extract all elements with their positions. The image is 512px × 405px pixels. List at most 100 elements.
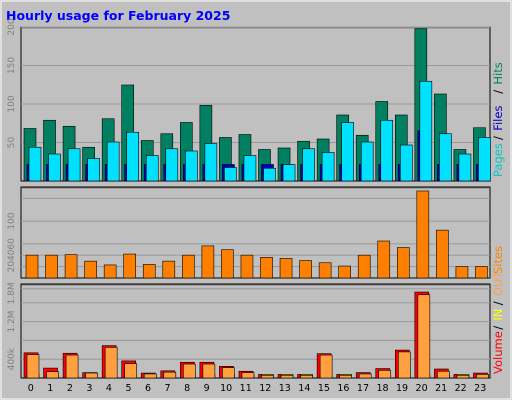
bar-pages-8 — [185, 150, 198, 182]
bar-out-2 — [65, 354, 79, 379]
x-tick-label-6: 6 — [145, 383, 151, 394]
bar-pages-15 — [321, 152, 335, 182]
bar-out-22 — [456, 374, 470, 379]
legend-in: IN — [491, 309, 505, 321]
y-tick-label: 200 — [7, 18, 17, 35]
bar-sites-17 — [357, 254, 371, 279]
bar-sites-15 — [318, 262, 332, 279]
bar-sites-1 — [45, 254, 58, 279]
x-tick-label-21: 21 — [435, 383, 447, 394]
bar-pages-16 — [341, 122, 354, 182]
x-tick-label-3: 3 — [86, 383, 92, 394]
bar-sites-6 — [142, 264, 156, 279]
bar-pages-10 — [224, 167, 237, 182]
panel-visits-legend: Sites — [491, 246, 505, 274]
x-tick-label-2: 2 — [67, 383, 73, 394]
bar-out-18 — [378, 370, 392, 379]
bar-sites-3 — [84, 260, 97, 279]
bar-pages-11 — [243, 155, 257, 182]
x-tick-label-0: 0 — [28, 383, 34, 394]
panel-volume-legend: Volume/IN/OUT — [491, 271, 505, 374]
bar-sites-18 — [377, 240, 391, 279]
chart-title: Hourly usage for February 2025 — [6, 8, 230, 23]
y-tick-label: 50 — [7, 137, 17, 149]
bar-out-16 — [339, 374, 352, 379]
bar-pages-21 — [439, 133, 452, 182]
bar-sites-10 — [221, 249, 234, 279]
legend-separator: / — [491, 301, 505, 305]
legend-pages: Pages — [491, 143, 505, 177]
bar-sites-2 — [64, 254, 78, 279]
bar-out-0 — [26, 354, 40, 379]
x-axis: 0 1 2 3 4 5 6 7 8 9 10 11 12 13 14 15 16 17 18 19 20 21 22 23 — [28, 383, 487, 394]
x-tick-label-17: 17 — [357, 383, 369, 394]
y-tick-label: 100 — [7, 212, 17, 229]
bar-sites-22 — [455, 266, 469, 279]
bar-out-8 — [183, 363, 196, 379]
bar-pages-22 — [458, 153, 472, 182]
bar-sites-12 — [260, 257, 273, 279]
x-tick-label-22: 22 — [455, 383, 467, 394]
legend-volume: Volume — [491, 331, 505, 374]
bar-out-13 — [280, 374, 294, 379]
bar-pages-17 — [360, 141, 374, 182]
bar-out-6 — [143, 373, 157, 379]
bar-sites-14 — [299, 260, 312, 279]
bar-pages-3 — [87, 158, 100, 182]
bar-pages-1 — [48, 153, 61, 182]
bar-out-23 — [476, 374, 489, 379]
bar-out-5 — [124, 363, 138, 379]
bar-pages-20 — [419, 80, 433, 182]
x-tick-label-5: 5 — [125, 383, 131, 394]
x-tick-label-18: 18 — [376, 383, 388, 394]
legend-separator: / — [491, 136, 505, 140]
legend-separator: / — [491, 90, 505, 94]
bar-sites-11 — [240, 254, 254, 279]
bar-pages-19 — [399, 144, 413, 182]
bar-out-12 — [261, 374, 274, 379]
bar-pages-14 — [302, 148, 315, 182]
bar-out-9 — [202, 363, 216, 379]
x-tick-label-10: 10 — [220, 383, 232, 394]
bar-pages-0 — [28, 146, 42, 182]
bar-pages-7 — [165, 148, 179, 182]
y-tick-label: 100 — [7, 95, 17, 112]
y-tick-label: 1.8M — [7, 282, 17, 304]
panel-visits-plot-area — [20, 186, 491, 279]
bar-out-15 — [319, 354, 333, 379]
bar-pages-23 — [478, 137, 491, 182]
x-tick-label-19: 19 — [396, 383, 408, 394]
bar-out-19 — [397, 351, 411, 379]
bar-sites-9 — [201, 245, 215, 279]
bar-out-20 — [417, 294, 431, 379]
bar-sites-20 — [416, 190, 430, 279]
bar-pages-9 — [204, 143, 218, 182]
legend-out: OUT — [491, 271, 505, 296]
bar-pages-18 — [380, 119, 394, 182]
bar-out-3 — [85, 372, 98, 379]
bar-sites-7 — [162, 260, 176, 279]
x-tick-label-15: 15 — [318, 383, 330, 394]
bar-sites-16 — [338, 265, 351, 279]
bar-pages-4 — [106, 141, 120, 182]
y-tick-label: 60 — [7, 238, 17, 250]
bar-out-10 — [222, 367, 235, 379]
x-tick-label-16: 16 — [337, 383, 349, 394]
y-tick-label: 40 — [7, 249, 17, 261]
bar-pages-6 — [145, 155, 159, 182]
bar-sites-21 — [436, 229, 449, 279]
bar-sites-13 — [279, 258, 293, 279]
bar-pages-5 — [126, 131, 140, 182]
x-tick-label-11: 11 — [240, 383, 252, 394]
bar-out-21 — [437, 370, 450, 379]
x-tick-label-20: 20 — [416, 383, 428, 394]
x-tick-label-4: 4 — [106, 383, 112, 394]
bar-sites-5 — [123, 253, 137, 279]
bar-out-7 — [163, 371, 177, 379]
y-tick-label: 20 — [7, 261, 17, 273]
